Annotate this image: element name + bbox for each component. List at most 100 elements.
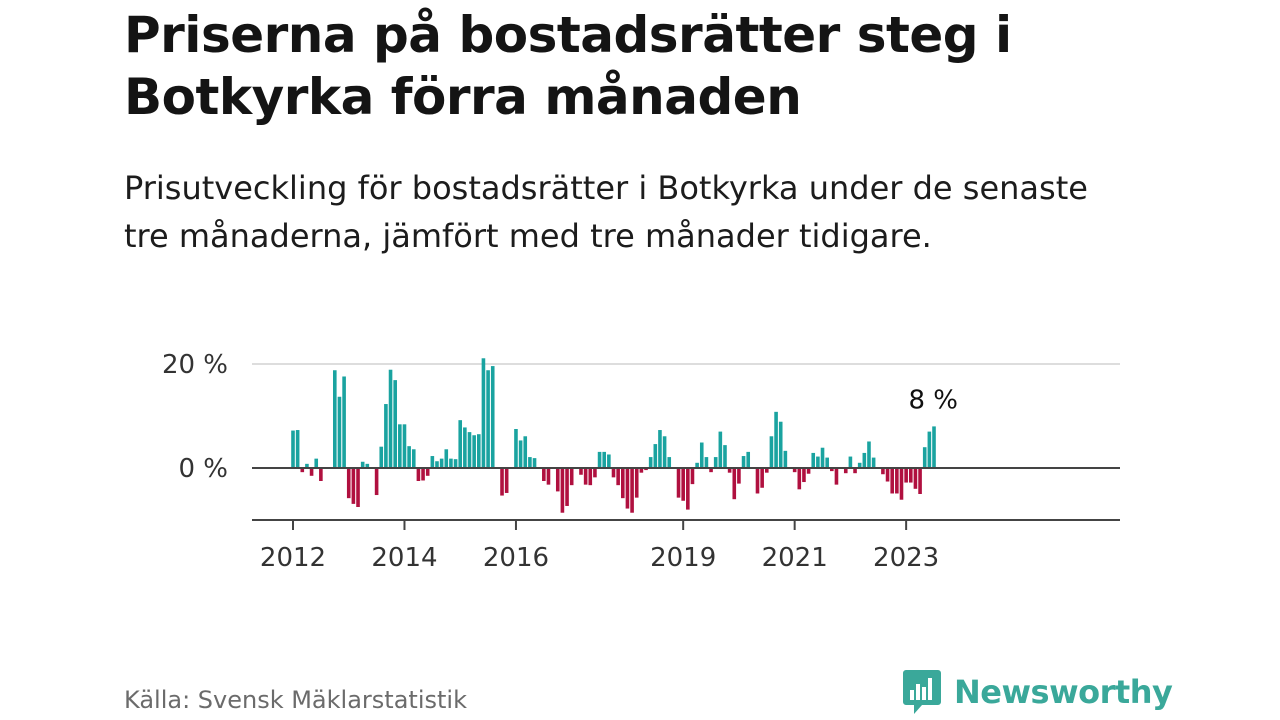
- bar: [374, 468, 379, 496]
- x-tick-label: 2016: [483, 543, 549, 573]
- bar: [732, 468, 737, 500]
- brand-name: Newsworthy: [954, 673, 1173, 711]
- bar: [690, 468, 695, 485]
- bar: [342, 376, 346, 468]
- tick-labels: 20 % 0 % 2012 2014 2016 2019 2021 2023 8 %: [162, 350, 958, 573]
- bar: [881, 468, 885, 475]
- bar: [439, 458, 444, 468]
- bar: [528, 457, 532, 468]
- bar: [699, 442, 704, 468]
- bar: [695, 462, 699, 468]
- bar: [634, 468, 639, 498]
- bar: [319, 468, 323, 481]
- bar: [885, 468, 890, 482]
- x-tick-label: 2023: [873, 543, 939, 573]
- source-note: Källa: Svensk Mäklarstatistik: [124, 686, 467, 714]
- bar: [467, 432, 472, 468]
- bar: [662, 436, 667, 468]
- bar: [681, 468, 685, 501]
- bar: [430, 456, 435, 468]
- bar: [518, 440, 523, 468]
- bar: [602, 451, 607, 468]
- bar: [504, 468, 509, 493]
- bar: [816, 456, 820, 468]
- bar: [402, 424, 407, 468]
- bar: [737, 468, 741, 484]
- bar: [463, 427, 467, 468]
- x-tick-label: 2019: [650, 543, 716, 573]
- bar: [384, 404, 388, 468]
- bar: [723, 445, 727, 468]
- bar: [333, 370, 337, 468]
- bar: [490, 366, 495, 468]
- bar: [764, 468, 769, 473]
- bar: [806, 468, 811, 474]
- bar: [862, 452, 867, 468]
- bar: [435, 461, 439, 468]
- bar: [792, 468, 797, 473]
- bar: [774, 411, 778, 468]
- bar: [453, 459, 458, 468]
- bar: [481, 358, 486, 468]
- bar: [644, 468, 648, 471]
- bar: [546, 468, 551, 485]
- bar: [918, 468, 922, 494]
- bar: [555, 468, 560, 492]
- bar: [351, 468, 356, 504]
- bar: [542, 468, 546, 481]
- bar: [314, 458, 319, 468]
- bar: [305, 463, 309, 468]
- bar: [704, 457, 709, 468]
- axes: [252, 467, 1120, 530]
- x-tick-label: 2012: [260, 543, 326, 573]
- bar: [560, 468, 565, 513]
- bar: [611, 468, 616, 478]
- bar: [797, 468, 802, 490]
- bar: [291, 430, 295, 468]
- bar: [621, 468, 625, 499]
- bar: [393, 380, 397, 468]
- bar: [472, 435, 476, 468]
- newsworthy-logo-icon: [903, 670, 941, 714]
- bar: [630, 468, 634, 513]
- chart-subtitle: Prisutveckling för bostadsrätter i Botky…: [124, 169, 1088, 255]
- bar: [625, 468, 630, 509]
- latest-value-label: 8 %: [908, 385, 958, 415]
- bar: [379, 446, 384, 468]
- bar: [597, 451, 602, 468]
- bar: [890, 468, 894, 494]
- bar: [871, 457, 876, 468]
- bar: [416, 468, 421, 481]
- bar: [857, 462, 862, 468]
- bar: [477, 434, 481, 468]
- bar: [295, 430, 300, 468]
- bar: [834, 468, 839, 485]
- chart-title: Priserna på bostadsrätter steg i Botkyrk…: [124, 6, 1012, 126]
- bar-chart: 20 % 0 % 2012 2014 2016 2019 2021 2023 8 %: [162, 350, 1120, 573]
- bar: [676, 468, 681, 498]
- bar: [853, 468, 857, 474]
- bar: [607, 454, 611, 468]
- bar: [718, 431, 723, 468]
- bar: [760, 468, 764, 488]
- bar: [398, 424, 402, 468]
- bar: [486, 370, 490, 468]
- y-tick-label: 0 %: [178, 454, 228, 484]
- bar: [899, 468, 904, 500]
- bar: [867, 441, 871, 468]
- bar: [825, 457, 829, 468]
- bar: [421, 468, 425, 481]
- bar: [913, 468, 918, 489]
- bar: [746, 451, 751, 468]
- brand-logo: Newsworthy: [902, 668, 1173, 716]
- bar: [388, 369, 393, 468]
- bar: [830, 468, 834, 472]
- bar: [337, 396, 342, 468]
- x-tick-label: 2021: [762, 543, 828, 573]
- bar: [802, 468, 806, 483]
- bar: [713, 457, 718, 468]
- bar: [709, 468, 713, 473]
- y-tick-label: 20 %: [162, 350, 228, 380]
- bar: [727, 468, 732, 473]
- bar: [639, 468, 644, 473]
